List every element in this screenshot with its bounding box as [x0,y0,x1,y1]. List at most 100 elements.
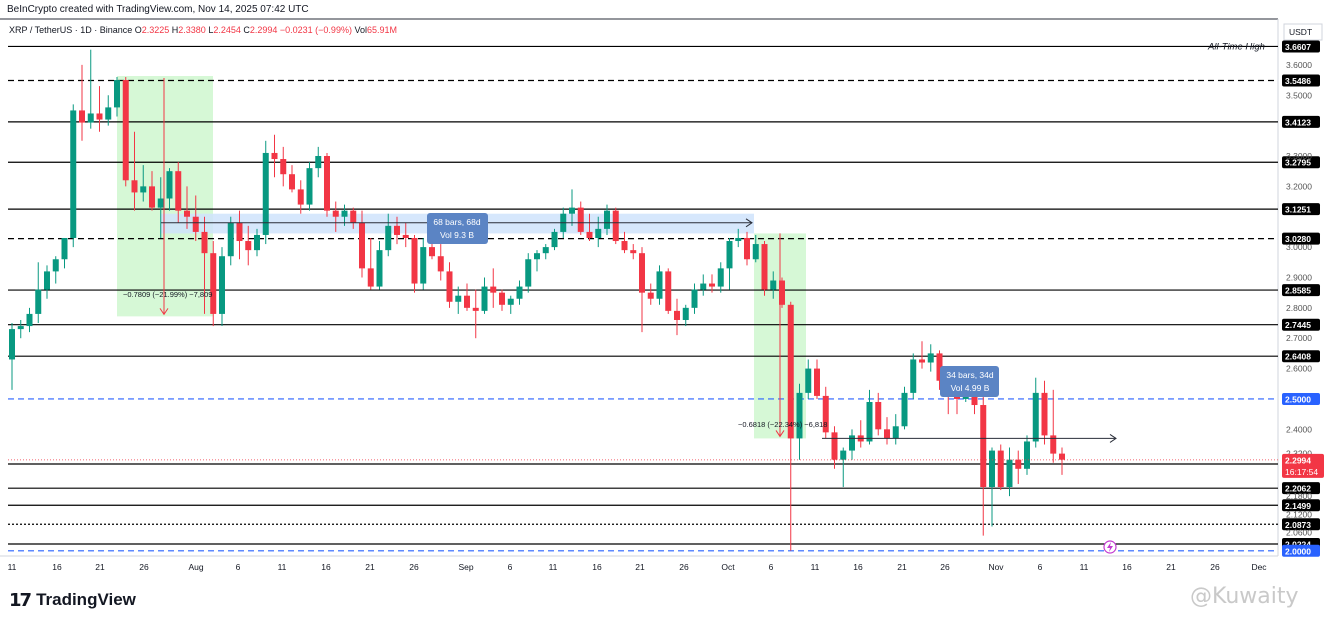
candle [997,444,1004,491]
candle [639,247,645,333]
candle [779,277,785,308]
level-price-tag [1282,499,1320,512]
x-tick-label: 11 [8,562,17,572]
candle-body [140,186,147,193]
x-tick-label: 26 [409,562,419,572]
candle [586,213,593,242]
x-tick-label: 16 [321,562,331,572]
currency-box [1283,23,1323,41]
x-tick-label: 11 [1080,562,1089,572]
candle-body [341,210,348,217]
candle [367,237,374,290]
candle-body [131,180,138,193]
candle-body [175,171,182,211]
candle [402,222,409,248]
candle-body [446,271,453,302]
candle [534,250,540,272]
level-price-label: 2.7445 [1285,320,1311,330]
candle [682,304,689,327]
candle [52,256,59,284]
measure-label-sep-1: 68 bars, 68d [433,217,481,227]
candle [254,228,260,257]
candle-body [1015,459,1022,469]
candle [805,359,812,399]
candle [647,283,654,305]
candle [936,350,943,390]
x-tick-label: Oct [721,562,735,572]
x-tick-label: Dec [1251,562,1267,572]
candle [411,234,418,293]
current-price-tag [1282,453,1324,478]
candle [166,168,173,211]
level-price-tag [1282,318,1320,331]
candle [927,344,934,372]
candle [70,104,77,248]
current-price-label: 2.2994 [1285,455,1311,465]
y-tick-label: 3.2000 [1286,181,1312,191]
candle-body [210,253,217,314]
level-price-label: 2.0873 [1285,520,1311,530]
candle [157,177,164,238]
candle [787,301,794,551]
candle [892,414,899,445]
measure-box-nov [940,366,999,397]
x-tick-label: Aug [188,562,203,572]
chart-header: BeInCrypto created with TradingView.com,… [0,0,1335,22]
candle-body [525,259,532,287]
x-tick-label: 26 [679,562,689,572]
x-tick-label: 6 [1038,562,1043,572]
candle-body [157,198,164,208]
candle-body [402,234,409,238]
candle-body [726,241,733,269]
candle-body [114,80,120,108]
level-price-tag [1282,203,1320,216]
level-price-tag [1282,284,1320,297]
level-price-tag [1282,40,1320,53]
candle [595,216,602,248]
x-tick-label: Sep [458,562,473,572]
level-price-label: 3.1251 [1285,205,1311,215]
candle [831,426,838,469]
candle-body [437,256,444,272]
candle [525,253,532,293]
candle [709,274,715,293]
candle-body [674,310,680,320]
level-price-label: 3.5486 [1285,76,1311,86]
candle [542,244,549,260]
candle-body [1041,392,1048,436]
candle [919,341,925,369]
candle-body [604,210,610,229]
candle-body [1006,459,1013,488]
candle-body [227,222,234,257]
candle-body [954,395,960,399]
candle [875,392,882,436]
candle [989,447,995,527]
candle-body [324,155,330,211]
candle [577,201,584,235]
candle [271,134,278,178]
candle [674,298,680,336]
candle [359,210,365,278]
candle [630,244,637,260]
candle-body [35,289,42,314]
candle-body [254,234,260,251]
x-tick-label: 21 [635,562,645,572]
arrow-head-icon [775,430,785,438]
tradingview-logo[interactable]: 17 TradingView [9,588,136,612]
candle [569,189,575,226]
candle-body [936,353,943,381]
candle [306,162,313,211]
candle-body [822,395,829,433]
candle [857,420,864,448]
level-price-label: 2.0224 [1285,539,1311,549]
candle-body [542,247,549,254]
level-price-tag [1282,482,1320,495]
candle-body [411,237,418,284]
candle [324,152,330,217]
measure-label-july: −0.7809 (−21.99%) −7,809 [123,290,212,299]
watermark: @Kuwaity [1190,584,1299,609]
candle [385,213,392,257]
candle-body [394,225,400,235]
x-tick-label: 26 [940,562,950,572]
